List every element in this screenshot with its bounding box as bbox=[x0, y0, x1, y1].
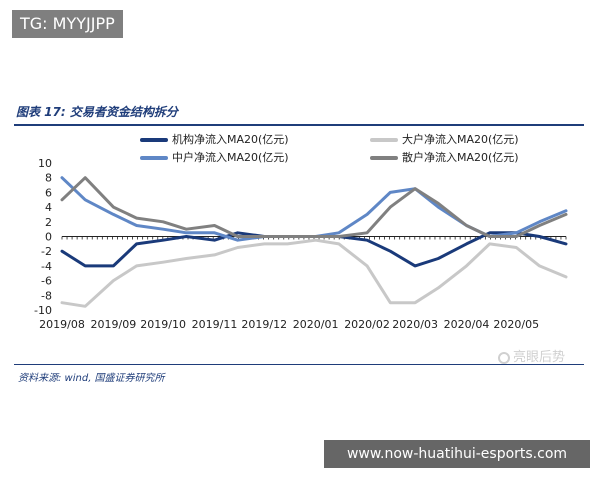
legend-swatch-institution bbox=[140, 138, 168, 142]
legend-item-mid-holder: 中户净流入MA20(亿元) bbox=[140, 151, 289, 165]
y-tick-label: 8 bbox=[45, 172, 52, 185]
y-tick-label: -6 bbox=[41, 275, 52, 288]
legend-label-institution: 机构净流入MA20(亿元) bbox=[172, 133, 289, 146]
y-tick-label: -4 bbox=[41, 260, 52, 273]
figure-title: 图表 17: 交易者资金结构拆分 bbox=[16, 105, 178, 119]
x-tick-label: 2020/04 bbox=[444, 318, 490, 331]
series-lines bbox=[60, 176, 568, 308]
series-retail-line bbox=[60, 176, 568, 238]
logo-ring-icon bbox=[498, 351, 510, 364]
x-tick-label: 2019/12 bbox=[241, 318, 287, 331]
title-divider bbox=[14, 124, 584, 126]
x-tick-label: 2019/08 bbox=[39, 318, 85, 331]
x-tick-label: 2020/01 bbox=[293, 318, 339, 331]
series-large-holder-line bbox=[60, 238, 568, 308]
y-tick-label: -8 bbox=[41, 289, 52, 302]
watermark-logo: 亮眼后势 bbox=[498, 346, 565, 365]
y-tick-label: 2 bbox=[45, 216, 52, 229]
footer-divider bbox=[14, 364, 584, 365]
legend-swatch-mid-holder bbox=[140, 156, 168, 160]
x-tick-label: 2020/05 bbox=[493, 318, 539, 331]
y-tick-label: -2 bbox=[41, 245, 52, 258]
y-tick-label: 10 bbox=[38, 157, 52, 170]
y-tick-label: 4 bbox=[45, 201, 52, 214]
legend-label-mid-holder: 中户净流入MA20(亿元) bbox=[172, 151, 289, 164]
x-axis-tick-labels: 2019/08 2019/09 2019/10 2019/11 2019/12 2020/… bbox=[39, 318, 539, 331]
x-tick-label: 2020/03 bbox=[392, 318, 438, 331]
legend-swatch-large-holder bbox=[370, 138, 398, 142]
x-tick-label: 2020/02 bbox=[344, 318, 390, 331]
legend-label-large-holder: 大户净流入MA20(亿元) bbox=[402, 133, 519, 146]
series-mid-holder-line bbox=[60, 176, 568, 242]
legend-item-large-holder: 大户净流入MA20(亿元) bbox=[370, 133, 519, 147]
x-tick-label: 2019/10 bbox=[140, 318, 186, 331]
legend-swatch-retail bbox=[370, 156, 398, 160]
y-axis-tick-labels: 10 86 4 2 0-2 -4 -6-8 -10 bbox=[34, 157, 52, 317]
source-note: 资料来源: wind, 国盛证券研究所 bbox=[18, 373, 165, 384]
url-banner: www.now-huatihui-esports.com bbox=[324, 440, 590, 468]
watermark-text: 亮眼后势 bbox=[513, 350, 566, 365]
chart-legend: 机构净流入MA20(亿元) 大户净流入MA20(亿元) 中户净流入MA20(亿元… bbox=[140, 133, 580, 169]
x-tick-label: 2019/11 bbox=[192, 318, 238, 331]
legend-item-institution: 机构净流入MA20(亿元) bbox=[140, 133, 289, 147]
tag-badge: TG: MYYJJPP bbox=[12, 10, 123, 38]
y-tick-label: 6 bbox=[45, 186, 52, 199]
y-tick-label: 0 bbox=[45, 231, 52, 244]
y-tick-label: -10 bbox=[34, 304, 52, 317]
legend-item-retail: 散户净流入MA20(亿元) bbox=[370, 151, 519, 165]
legend-label-retail: 散户净流入MA20(亿元) bbox=[402, 151, 519, 164]
line-chart: 10 86 4 2 0-2 -4 -6-8 -10 2019/08 2019/09 2019/10… bbox=[34, 157, 568, 331]
x-tick-label: 2019/09 bbox=[91, 318, 137, 331]
